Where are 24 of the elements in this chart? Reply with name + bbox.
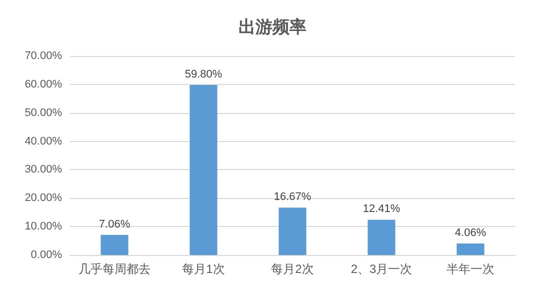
data-label: 4.06% <box>454 226 486 239</box>
x-tick-label: 每月2次 <box>271 262 314 276</box>
x-tick-label: 半年一次 <box>446 262 494 276</box>
y-tick-label: 10.00% <box>24 220 62 233</box>
data-label: 7.06% <box>98 218 130 230</box>
y-tick-label: 40.00% <box>24 135 62 148</box>
x-tick-label: 2、3月一次 <box>350 262 412 276</box>
chart-title: 出游频率 <box>238 18 306 38</box>
y-tick-label: 0.00% <box>30 249 62 261</box>
bar <box>190 84 218 255</box>
bar <box>100 234 128 255</box>
data-label: 59.80% <box>184 68 222 80</box>
x-tick-label: 几乎每周都去 <box>78 262 150 276</box>
bar <box>278 208 306 255</box>
y-tick-label: 60.00% <box>24 78 62 90</box>
y-tick-label: 30.00% <box>24 164 62 176</box>
bar <box>456 243 484 255</box>
data-label: 12.41% <box>362 203 400 216</box>
data-label: 16.67% <box>274 191 312 204</box>
y-tick-label: 20.00% <box>24 192 62 204</box>
bar <box>368 220 396 255</box>
y-tick-label: 70.00% <box>24 50 62 62</box>
x-tick-label: 每月1次 <box>182 262 225 276</box>
y-tick-label: 50.00% <box>24 106 62 119</box>
